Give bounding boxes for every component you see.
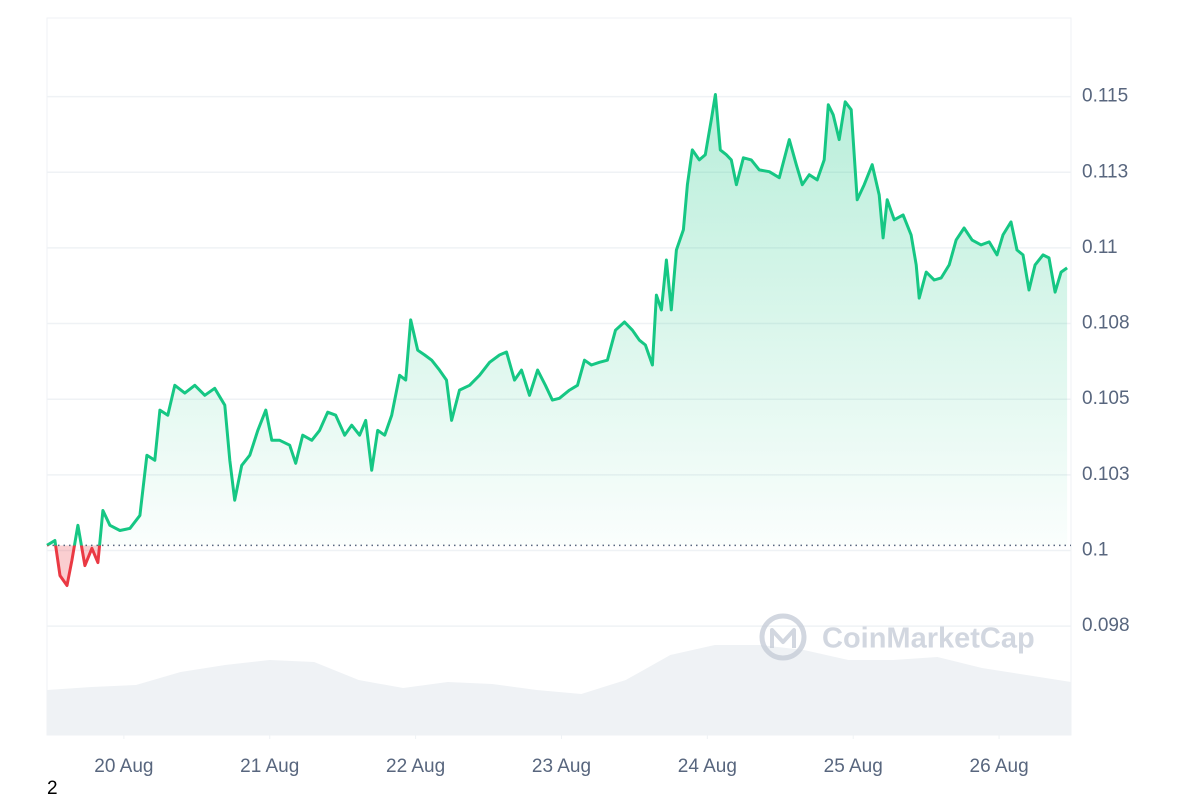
price-line: [46, 93, 1068, 587]
watermark-logo: [759, 613, 807, 661]
x-tick-label: 25 Aug: [824, 756, 883, 777]
watermark-logo-m: [770, 628, 796, 648]
x-tick-label: 21 Aug: [240, 756, 299, 777]
y-tick-label: 0.11: [1082, 237, 1118, 258]
price-area: [47, 94, 1068, 586]
y-tick-label: 0.103: [1082, 464, 1130, 485]
y-tick-label: 0.115: [1082, 86, 1128, 107]
y-tick-label: 0.113: [1082, 161, 1128, 182]
volume-layer: [47, 645, 1071, 735]
y-tick-label: 0.1: [1082, 539, 1108, 560]
watermark-text: CoinMarketCap: [822, 623, 1035, 655]
watermark: CoinMarketCap: [759, 613, 1035, 661]
x-tick-label: 26 Aug: [970, 756, 1029, 777]
x-tick-label: 23 Aug: [532, 756, 591, 777]
x-tick-label: 22 Aug: [386, 756, 445, 777]
page-label: 2: [47, 778, 58, 799]
x-tick-label: 20 Aug: [94, 756, 153, 777]
volume-area: [47, 645, 1071, 735]
y-tick-label: 0.108: [1082, 313, 1130, 334]
x-tick-label: 24 Aug: [678, 756, 737, 777]
mark-layer: [46, 93, 1071, 587]
y-tick-label: 0.098: [1082, 615, 1130, 636]
y-tick-label: 0.105: [1082, 388, 1130, 409]
